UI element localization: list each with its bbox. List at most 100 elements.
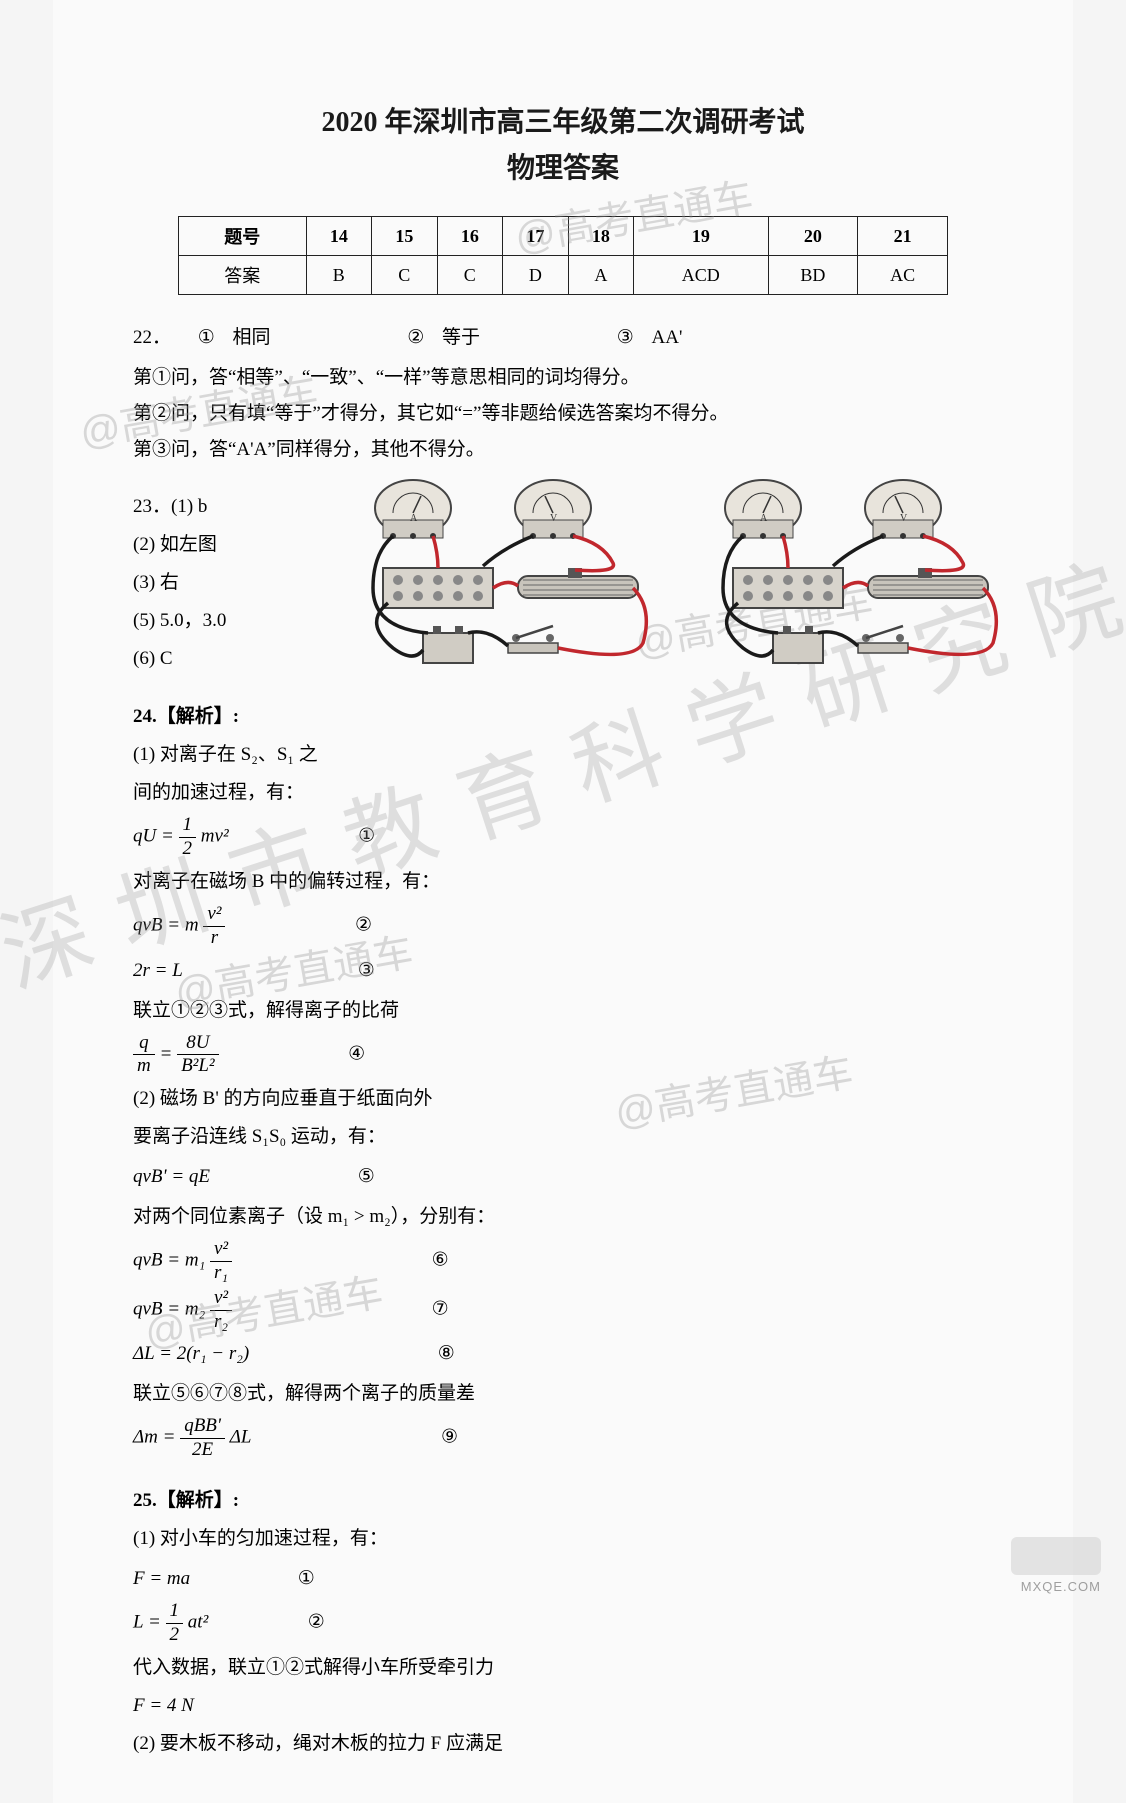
eq1-den: 2 <box>179 838 197 861</box>
eq4-lden: m <box>133 1055 155 1078</box>
q22-num3: ③ <box>617 320 647 356</box>
svg-text:A: A <box>410 513 418 524</box>
eq2-den: r <box>203 927 225 950</box>
eq5: qvB' = qE <box>133 1158 353 1196</box>
q24-combine1: 联立①②③式，解得离子的比荷 <box>133 992 993 1030</box>
q22-num2: ② <box>407 320 437 356</box>
col-21: 21 <box>858 217 948 256</box>
col-16: 16 <box>437 217 503 256</box>
q24-p2b: 要离子沿连线 S₁S₀ 运动，有： <box>133 1118 993 1156</box>
q24-isotope: 对两个同位素离子（设 m₁ > m₂），分别有： <box>133 1198 993 1236</box>
q22-ans1: 相同 <box>233 320 403 356</box>
table-row-header: 题号 14 15 16 17 18 19 20 21 <box>179 217 948 256</box>
ans-16: C <box>437 256 503 295</box>
ans-18: A <box>568 256 634 295</box>
q24-p1b: 间的加速过程，有： <box>133 774 993 812</box>
q22-note2: 第②问，只有填“等于”才得分，其它如“=”等非题给候选答案均不得分。 <box>133 396 993 432</box>
col-19: 19 <box>634 217 769 256</box>
eq9-den: 2E <box>180 1439 225 1462</box>
title-sub: 物理答案 <box>133 146 993 186</box>
eq5-label: ⑤ <box>358 1166 375 1187</box>
eq6-num: v² <box>210 1238 232 1262</box>
question-23: 23．(1) b (2) 如左图 (3) 右 (5) 5.0，3.0 (6) C… <box>133 488 993 678</box>
corner-domain: MXQE.COM <box>1021 1579 1101 1594</box>
eq6-lhs: qvB = m₁ <box>133 1250 205 1271</box>
svg-text:A: A <box>760 513 768 524</box>
q25-eq2-num: 1 <box>166 1600 184 1624</box>
eq9-label: ⑨ <box>441 1427 458 1448</box>
q25-line2: 代入数据，联立①②式解得小车所受牵引力 <box>133 1649 993 1687</box>
q25-eq1-label: ① <box>298 1568 315 1589</box>
eq2-label: ② <box>355 915 372 936</box>
answer-label: 答案 <box>179 256 307 295</box>
eq7-num: v² <box>210 1287 232 1311</box>
q24-eq8: ΔL = 2(r₁ − r₂) ⑧ <box>133 1335 993 1373</box>
q24-p2a: (2) 磁场 B' 的方向应垂直于纸面向外 <box>133 1080 993 1118</box>
eq8: ΔL = 2(r₁ − r₂) <box>133 1335 433 1373</box>
ans-21: AC <box>858 256 948 295</box>
col-20: 20 <box>768 217 858 256</box>
q23-label: 23． <box>133 496 171 517</box>
eq7-label: ⑦ <box>432 1298 449 1319</box>
eq7-lhs: qvB = m₂ <box>133 1298 205 1319</box>
circuit-diagram: A V <box>343 478 1023 678</box>
ans-19: ACD <box>634 256 769 295</box>
question-22: 22． ① 相同 ② 等于 ③ AA' 第①问，答“相等”、“一致”、“一样”等… <box>133 320 993 468</box>
eq4-mid: = <box>159 1043 177 1064</box>
ans-20: BD <box>768 256 858 295</box>
q22-note3: 第③问，答“A'A”同样得分，其他不得分。 <box>133 432 993 468</box>
eq4-lnum: q <box>133 1032 155 1056</box>
eq3: 2r = L <box>133 952 353 990</box>
q25-eq2-den: 2 <box>166 1624 184 1647</box>
q25-eq2: L = 12 at² ② <box>133 1600 993 1647</box>
svg-text:V: V <box>900 513 908 524</box>
q24-eq3: 2r = L ③ <box>133 952 993 990</box>
q24-heading: 24.【解析】: <box>133 698 993 736</box>
q24-eq7: qvB = m₂ v²r₂ ⑦ <box>133 1287 993 1334</box>
eq6-label: ⑥ <box>432 1250 449 1271</box>
eq4-label: ④ <box>348 1043 365 1064</box>
q25-eq3: F = 4 N <box>133 1687 993 1725</box>
q22-num1: ① <box>198 320 228 356</box>
q24-combine2: 联立⑤⑥⑦⑧式，解得两个离子的质量差 <box>133 1375 993 1413</box>
eq2-lhs: qvB = m <box>133 915 199 936</box>
q24-eq6: qvB = m₁ v²r₁ ⑥ <box>133 1238 993 1285</box>
q22-label: 22． <box>133 320 193 356</box>
ans-17: D <box>503 256 569 295</box>
q23-p6: (6) C <box>133 640 333 678</box>
eq7-den: r₂ <box>210 1311 232 1334</box>
q24-eq2: qvB = m v²r ② <box>133 903 993 950</box>
eq6-den: r₁ <box>210 1262 232 1285</box>
q23-p5: (5) 5.0，3.0 <box>133 602 333 640</box>
q23-p2: (2) 如左图 <box>133 526 333 564</box>
q23-p3: (3) 右 <box>133 564 333 602</box>
eq3-label: ③ <box>358 960 375 981</box>
eq4-rnum: 8U <box>177 1032 219 1056</box>
eq1-lhs: qU = <box>133 826 174 847</box>
q25-eq1: F = ma ① <box>133 1560 993 1598</box>
q22-ans3: AA' <box>652 320 683 356</box>
col-18: 18 <box>568 217 634 256</box>
title-main: 2020 年深圳市高三年级第二次调研考试 <box>133 100 993 140</box>
q25-heading: 25.【解析】: <box>133 1482 993 1520</box>
q24-eq5: qvB' = qE ⑤ <box>133 1158 993 1196</box>
col-15: 15 <box>372 217 438 256</box>
ans-15: C <box>372 256 438 295</box>
q25-eq2-lhs: L = <box>133 1612 161 1633</box>
ans-14: B <box>306 256 372 295</box>
col-17: 17 <box>503 217 569 256</box>
q25-eq2-label: ② <box>308 1612 325 1633</box>
question-25: 25.【解析】: (1) 对小车的匀加速过程，有： F = ma ① L = 1… <box>133 1482 993 1763</box>
eq1-rhs: mv² <box>201 826 229 847</box>
q22-ans2: 等于 <box>442 320 612 356</box>
q24-eq1: qU = 12 mv² ① <box>133 814 993 861</box>
eq1-label: ① <box>358 826 375 847</box>
q22-answers: 22． ① 相同 ② 等于 ③ AA' <box>133 320 993 356</box>
title-block: 2020 年深圳市高三年级第二次调研考试 物理答案 <box>133 100 993 186</box>
eq8-label: ⑧ <box>438 1343 455 1364</box>
q24-deflect: 对离子在磁场 B 中的偏转过程，有： <box>133 863 993 901</box>
eq9-lhs: Δm = <box>133 1427 175 1448</box>
corner-badge <box>1011 1537 1101 1575</box>
eq2-num: v² <box>203 903 225 927</box>
eq9-rhs: ΔL <box>230 1427 252 1448</box>
